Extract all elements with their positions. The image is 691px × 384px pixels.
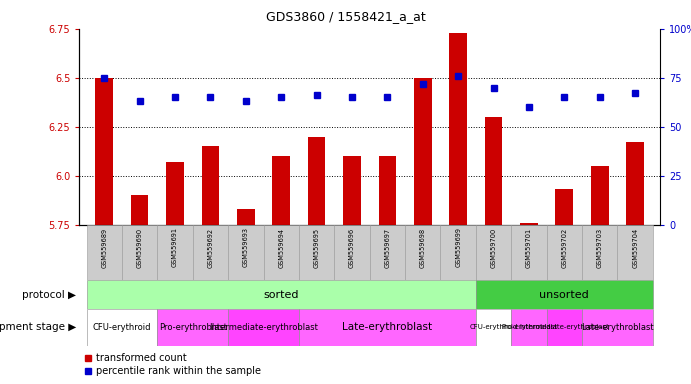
Bar <box>158 225 193 280</box>
Text: Late-erythroblast: Late-erythroblast <box>581 323 654 332</box>
Text: GSM559690: GSM559690 <box>137 227 142 268</box>
Bar <box>228 309 299 346</box>
Bar <box>476 280 653 309</box>
Bar <box>476 309 511 346</box>
Bar <box>237 209 255 225</box>
Bar <box>263 225 299 280</box>
Text: GSM559695: GSM559695 <box>314 227 320 268</box>
Text: GSM559703: GSM559703 <box>597 227 603 268</box>
Bar <box>334 225 370 280</box>
Bar <box>228 225 263 280</box>
Text: GSM559692: GSM559692 <box>207 227 214 268</box>
Text: unsorted: unsorted <box>540 290 589 300</box>
Bar <box>484 117 502 225</box>
Bar <box>547 309 582 346</box>
Text: CFU-erythroid: CFU-erythroid <box>469 324 518 330</box>
Bar <box>193 225 228 280</box>
Bar <box>547 225 582 280</box>
Text: GSM559702: GSM559702 <box>561 227 567 268</box>
Bar <box>520 223 538 225</box>
Text: development stage ▶: development stage ▶ <box>0 322 76 333</box>
Bar <box>556 189 574 225</box>
Text: GSM559696: GSM559696 <box>349 227 355 268</box>
Bar <box>476 225 511 280</box>
Text: GSM559694: GSM559694 <box>278 227 284 268</box>
Bar <box>122 225 158 280</box>
Bar <box>131 195 149 225</box>
Bar <box>582 225 618 280</box>
Text: GSM559693: GSM559693 <box>243 227 249 267</box>
Bar <box>307 137 325 225</box>
Bar <box>86 309 158 346</box>
Bar <box>414 78 432 225</box>
Bar <box>511 225 547 280</box>
Text: GSM559698: GSM559698 <box>419 227 426 268</box>
Bar <box>166 162 184 225</box>
Bar <box>299 225 334 280</box>
Text: Pro-erythroblast: Pro-erythroblast <box>159 323 227 332</box>
Bar <box>591 166 609 225</box>
Bar <box>272 156 290 225</box>
Text: Late-erythroblast: Late-erythroblast <box>342 322 433 333</box>
Bar <box>618 225 653 280</box>
Text: CFU-erythroid: CFU-erythroid <box>93 323 151 332</box>
Text: protocol ▶: protocol ▶ <box>22 290 76 300</box>
Bar <box>370 225 405 280</box>
Bar <box>626 142 644 225</box>
Text: sorted: sorted <box>263 290 299 300</box>
Bar <box>86 225 122 280</box>
Bar <box>379 156 396 225</box>
Bar <box>343 156 361 225</box>
Bar <box>511 309 547 346</box>
Text: Intermediate-erythroblast: Intermediate-erythroblast <box>520 324 609 330</box>
Bar <box>86 280 476 309</box>
Text: GSM559701: GSM559701 <box>526 227 532 268</box>
Text: Pro-erythroblast: Pro-erythroblast <box>501 324 557 330</box>
Bar <box>449 33 467 225</box>
Text: GSM559704: GSM559704 <box>632 227 638 268</box>
Text: GSM559699: GSM559699 <box>455 227 461 267</box>
Legend: transformed count, percentile rank within the sample: transformed count, percentile rank withi… <box>84 353 261 376</box>
Text: GDS3860 / 1558421_a_at: GDS3860 / 1558421_a_at <box>265 10 426 23</box>
Text: Intermediate-erythroblast: Intermediate-erythroblast <box>209 323 318 332</box>
Text: GSM559689: GSM559689 <box>102 227 107 268</box>
Bar <box>95 78 113 225</box>
Bar <box>582 309 653 346</box>
Text: GSM559691: GSM559691 <box>172 227 178 267</box>
Bar <box>202 146 219 225</box>
Bar <box>405 225 440 280</box>
Bar <box>158 309 228 346</box>
Bar <box>299 309 476 346</box>
Bar <box>440 225 476 280</box>
Text: GSM559697: GSM559697 <box>384 227 390 268</box>
Text: GSM559700: GSM559700 <box>491 227 497 268</box>
